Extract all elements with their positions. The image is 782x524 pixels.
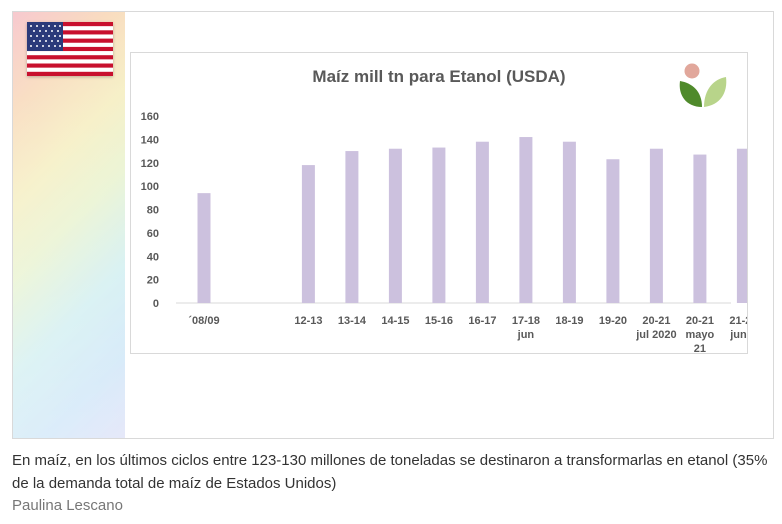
us-flag-icon [27,22,113,76]
bar [388,148,402,303]
x-tick-label: 16-17 [468,315,496,327]
leaf-logo-icon [679,63,727,107]
x-tick-label: 20-21 mayo 21 [686,315,715,353]
y-tick-label: 60 [147,228,159,240]
bar [475,141,489,303]
figure-caption: En maíz, en los últimos ciclos entre 123… [12,452,768,492]
y-tick-label: 140 [141,134,159,146]
x-tick-label: 21-22junio [729,315,747,341]
x-tick-label: 12-13 [294,315,322,327]
x-tick-label: 13-14 [338,315,367,327]
bar [519,137,533,303]
y-tick-label: 100 [141,181,159,193]
y-tick-label: 20 [147,275,159,287]
y-tick-label: 40 [147,251,159,263]
bar [432,147,446,303]
bar [301,165,315,303]
x-tick-label: ´08/09 [188,315,219,327]
x-tick-label: 17-18 jun [512,315,540,341]
bar [736,148,747,303]
chart-title: Maíz mill tn para Etanol (USDA) [312,67,566,86]
bar [562,141,576,303]
y-tick-label: 160 [141,111,159,123]
y-tick-label: 0 [153,298,159,310]
bar [649,148,663,303]
author-credit: Paulina Lescano [12,497,123,514]
bar [693,154,707,303]
x-tick-label: 14-15 [381,315,409,327]
x-tick-label: 18-19 [555,315,583,327]
bar [345,151,359,303]
figure-frame: Maíz mill tn para Etanol (USDA) 0 20 40 60 8… [12,11,774,439]
x-tick-label: 20-21 jul 2020 [635,315,676,341]
bar-chart-plot: 0 20 40 60 80 100 120 140 160 ´08/09 12-13 13-14 14-… [141,111,747,353]
rainbow-strip [13,12,125,438]
bar [606,159,620,303]
x-tick-label: 15-16 [425,315,453,327]
x-tick-label: 19-20 [599,315,627,327]
bar [197,193,211,303]
chart-box: Maíz mill tn para Etanol (USDA) 0 20 40 60 8… [130,52,748,354]
y-tick-label: 80 [147,205,159,217]
y-tick-label: 120 [141,158,159,170]
